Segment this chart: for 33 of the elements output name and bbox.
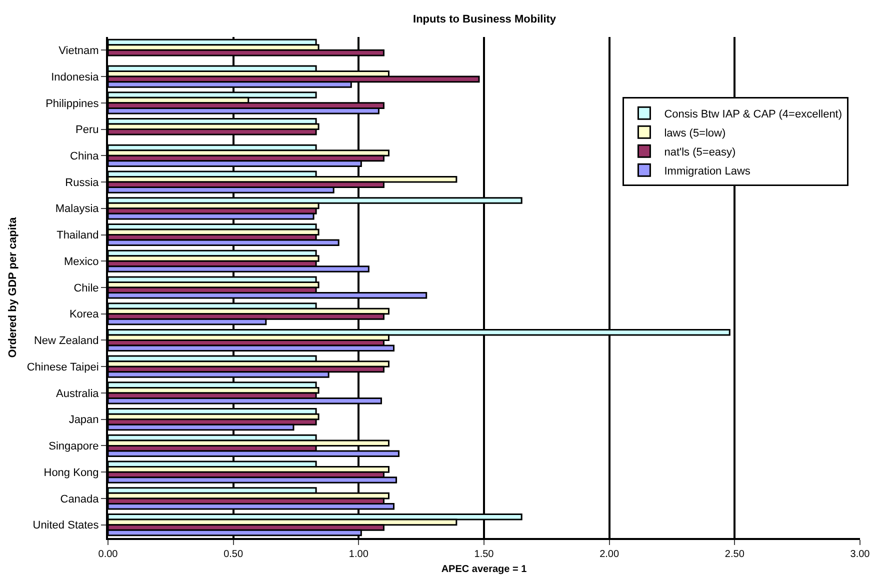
legend-label: Consis Btw IAP & CAP (4=excellent) xyxy=(664,108,842,120)
y-tick-label: China xyxy=(70,150,100,163)
x-tick-label: 0.50 xyxy=(224,549,244,560)
y-tick-label: Chile xyxy=(74,282,99,294)
legend-label: Immigration Laws xyxy=(664,165,751,178)
legend-label: laws (5=low) xyxy=(664,127,726,140)
y-tick-label: United States xyxy=(32,520,100,532)
y-tick-label: Singapore xyxy=(48,440,99,453)
x-tick-label: 1.00 xyxy=(348,549,369,560)
x-axis-title: APEC average = 1 xyxy=(441,564,528,575)
y-tick-label: Indonesia xyxy=(51,71,100,84)
y-tick-label: Australia xyxy=(56,388,100,400)
y-tick-label: Hong Kong xyxy=(44,466,99,479)
y-tick-label: Vietnam xyxy=(58,45,99,58)
y-tick-label: Korea xyxy=(69,308,100,321)
y-tick-label: Russia xyxy=(65,176,100,189)
x-tick-label: 0.00 xyxy=(98,549,118,560)
x-tick-label: 2.50 xyxy=(724,549,745,560)
x-tick-label: 3.00 xyxy=(850,549,870,560)
y-axis-title: Ordered by GDP per capita xyxy=(6,216,19,358)
y-tick-label: New Zealand xyxy=(34,335,99,348)
y-tick-label: Chinese Taipei xyxy=(26,361,99,374)
chart-title: Inputs to Business Mobility xyxy=(413,13,557,26)
y-tick-label: Canada xyxy=(60,493,100,506)
x-tick-label: 2.00 xyxy=(600,549,620,560)
y-tick-label: Japan xyxy=(68,414,99,426)
y-tick-label: Peru xyxy=(76,124,99,136)
y-tick-label: Mexico xyxy=(64,256,99,268)
legend-label: nat'ls (5=easy) xyxy=(664,146,736,158)
y-tick-label: Thailand xyxy=(56,230,99,242)
x-tick-label: 1.50 xyxy=(474,549,494,560)
y-tick-label: Malaysia xyxy=(55,203,100,216)
y-tick-label: Philippines xyxy=(46,98,100,110)
